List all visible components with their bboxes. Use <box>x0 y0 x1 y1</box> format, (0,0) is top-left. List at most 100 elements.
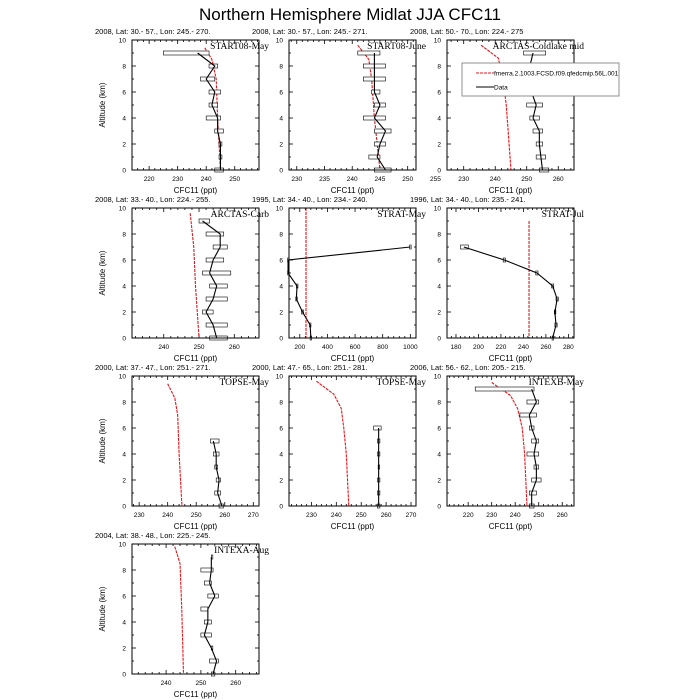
model-series-line <box>174 546 185 675</box>
data-error-box <box>205 115 221 121</box>
x-tick-label: 240 <box>490 176 501 183</box>
y-tick-label: 6 <box>437 90 441 97</box>
x-tick-label: 230 <box>486 512 497 519</box>
model-series-line <box>167 383 183 507</box>
panel-2: 2008, Lat: 30.- 57., Lon: 245.- 271. 0 2 4 6… <box>252 27 441 195</box>
data-error-box <box>529 490 537 496</box>
y-tick-label: 0 <box>437 168 441 175</box>
plot-frame <box>131 207 260 339</box>
y-tick-label: 6 <box>122 426 126 433</box>
model-series-line <box>491 382 528 507</box>
x-tick-label: 260 <box>381 512 392 519</box>
data-error-box <box>209 658 219 664</box>
data-error-box <box>519 412 537 418</box>
panel-header: 2004, Lat: 38.- 48., Lon: 225.- 245. <box>95 531 211 540</box>
y-tick-label: 8 <box>279 64 283 71</box>
x-tick-label: 270 <box>248 512 259 519</box>
y-tick-label: 0 <box>122 336 126 343</box>
x-tick-label: 260 <box>230 680 241 687</box>
y-tick-label: 2 <box>437 142 441 149</box>
panel-3: 2008, Lat: 50.- 70., Lon: 224.- 275 0 2 4 6 8… <box>410 27 620 195</box>
y-tick-label: 0 <box>437 336 441 343</box>
x-tick-label: 260 <box>540 344 551 351</box>
data-error-box <box>214 128 224 134</box>
x-tick-label: 200 <box>473 344 484 351</box>
data-error-box <box>210 438 220 444</box>
x-tick-label: 240 <box>162 512 173 519</box>
data-error-box <box>198 218 210 224</box>
y-tick-label: 6 <box>122 258 126 265</box>
x-axis-label: CFC11 (ppt) <box>174 690 218 699</box>
x-tick-label: 280 <box>563 344 574 351</box>
x-tick-label: 250 <box>191 512 202 519</box>
data-error-box <box>205 257 225 263</box>
x-tick-label: 250 <box>402 176 413 183</box>
x-axis-label: CFC11 (ppt) <box>331 186 375 195</box>
y-tick-label: 10 <box>119 38 127 45</box>
y-tick-label: 8 <box>437 64 441 71</box>
y-tick-label: 4 <box>279 284 283 291</box>
x-tick-label: 270 <box>406 512 417 519</box>
y-tick-label: 8 <box>122 232 126 239</box>
x-tick-label: 220 <box>496 344 507 351</box>
x-tick-label: 230 <box>291 176 302 183</box>
x-tick-label: 240 <box>518 344 529 351</box>
plot-frame <box>288 375 417 507</box>
panel-header: 2008, Lat: 33.- 40., Lon: 224.- 255. <box>95 195 211 204</box>
x-axis-label: CFC11 (ppt) <box>489 186 533 195</box>
panel-7: 2000, Lat: 37.- 47., Lon: 251.- 271. 0 2 4 6… <box>95 363 269 531</box>
plot-frame <box>131 375 260 507</box>
y-tick-label: 4 <box>437 284 441 291</box>
legend-box <box>461 62 620 97</box>
panel-header: 2000, Lat: 37.- 47., Lon: 251.- 271. <box>95 363 211 372</box>
x-axis-label: CFC11 (ppt) <box>331 354 375 363</box>
data-error-box <box>373 425 382 431</box>
y-tick-label: 0 <box>122 672 126 679</box>
y-tick-label: 0 <box>437 504 441 511</box>
panel-header: 2006, Lat: 56.- 62., Lon: 205.- 215. <box>410 363 526 372</box>
panel-label: START08-June <box>367 42 426 52</box>
y-tick-label: 8 <box>437 400 441 407</box>
y-tick-label: 8 <box>437 232 441 239</box>
y-tick-label: 8 <box>122 568 126 575</box>
y-tick-label: 4 <box>122 452 126 459</box>
data-error-box <box>204 580 212 586</box>
data-error-box <box>205 231 225 237</box>
panel-5: 1995, Lat: 34.- 40., Lon: 234.- 240. 0 2 4 6… <box>252 195 426 363</box>
data-error-box <box>207 593 219 599</box>
y-tick-label: 10 <box>119 542 127 549</box>
y-tick-label: 4 <box>122 620 126 627</box>
y-tick-label: 10 <box>434 206 442 213</box>
x-tick-label: 600 <box>350 344 361 351</box>
data-series-line <box>202 220 221 339</box>
y-tick-label: 0 <box>122 168 126 175</box>
x-tick-label: 260 <box>553 176 564 183</box>
y-tick-label: 6 <box>279 90 283 97</box>
data-error-box <box>208 102 218 108</box>
y-tick-label: 4 <box>122 284 126 291</box>
y-tick-label: 6 <box>122 90 126 97</box>
x-tick-label: 260 <box>557 512 568 519</box>
y-tick-label: 6 <box>279 426 283 433</box>
panel-label: ARCTAS-Carb <box>211 210 270 220</box>
y-tick-label: 10 <box>434 38 442 45</box>
x-tick-label: 260 <box>219 512 230 519</box>
y-tick-label: 2 <box>279 310 283 317</box>
plot-frame <box>288 39 417 171</box>
model-series-line <box>189 213 200 339</box>
plot-frame <box>446 39 575 171</box>
data-error-box <box>163 50 210 56</box>
data-error-box <box>523 50 546 56</box>
data-series-line <box>287 246 411 339</box>
x-tick-label: 230 <box>458 176 469 183</box>
x-tick-label: 400 <box>322 344 333 351</box>
legend-data-label: Data <box>494 85 508 92</box>
panel-label: INTEXB-May <box>529 378 585 388</box>
x-axis-label: CFC11 (ppt) <box>331 522 375 531</box>
panel-label: STRAT-May <box>377 210 426 220</box>
y-tick-label: 10 <box>119 374 127 381</box>
figure-title: Northern Hemisphere Midlat JJA CFC11 <box>199 5 501 24</box>
panel-6: 1996, Lat: 34.- 40., Lon: 235.- 241. 0 2 4 6… <box>410 195 584 363</box>
panel-header: 1995, Lat: 34.- 40., Lon: 234.- 240. <box>252 195 368 204</box>
